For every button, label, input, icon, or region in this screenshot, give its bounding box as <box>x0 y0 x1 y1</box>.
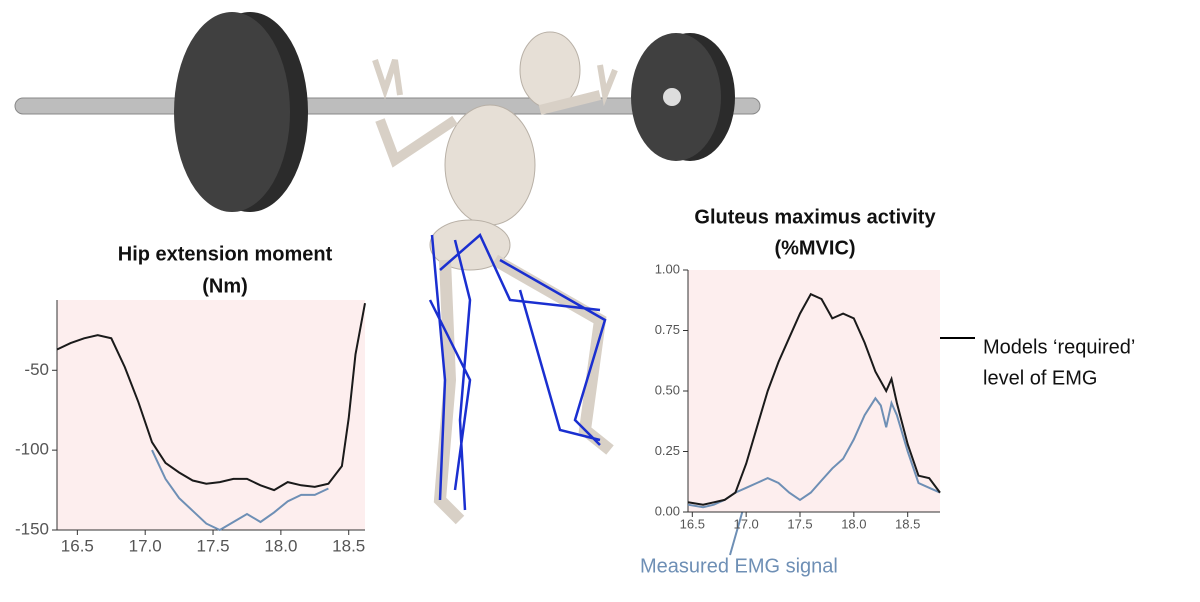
muscle-lines <box>428 232 607 511</box>
chart-subtitle: (Nm) <box>202 275 248 297</box>
y-tick-label: 1.00 <box>655 261 680 276</box>
chart-title: Gluteus maximus activity <box>694 206 936 228</box>
annotation: Models ‘required’ <box>983 336 1135 358</box>
chart-title: Hip extension moment <box>118 243 333 265</box>
x-tick-label: 17.0 <box>733 516 758 531</box>
series-line <box>687 292 941 506</box>
series-line <box>687 396 941 509</box>
barbell <box>14 12 761 212</box>
annotation: level of EMG <box>983 367 1097 389</box>
series-line <box>151 449 329 532</box>
plot-area <box>57 300 365 530</box>
y-tick-label: 0.25 <box>655 443 680 458</box>
x-tick-label: 17.5 <box>787 516 812 531</box>
x-tick-label: 17.5 <box>196 536 229 555</box>
x-tick-label: 18.0 <box>264 536 297 555</box>
y-tick-label: 0.75 <box>655 322 680 337</box>
x-tick-label: 16.5 <box>61 536 94 555</box>
y-tick-label: -150 <box>15 519 49 538</box>
x-tick-label: 18.0 <box>841 516 866 531</box>
y-tick-label: -50 <box>24 360 49 379</box>
series-line <box>56 303 366 492</box>
y-tick-label: 0.50 <box>655 382 680 397</box>
y-tick-label: -100 <box>15 440 49 459</box>
x-tick-label: 18.5 <box>895 516 920 531</box>
plot-area <box>688 270 940 512</box>
chart-subtitle: (%MVIC) <box>774 237 855 259</box>
y-tick-label: 0.00 <box>655 503 680 518</box>
x-tick-label: 16.5 <box>680 516 705 531</box>
x-tick-label: 17.0 <box>129 536 162 555</box>
x-tick-label: 18.5 <box>332 536 365 555</box>
annotation: Measured EMG signal <box>640 555 838 577</box>
